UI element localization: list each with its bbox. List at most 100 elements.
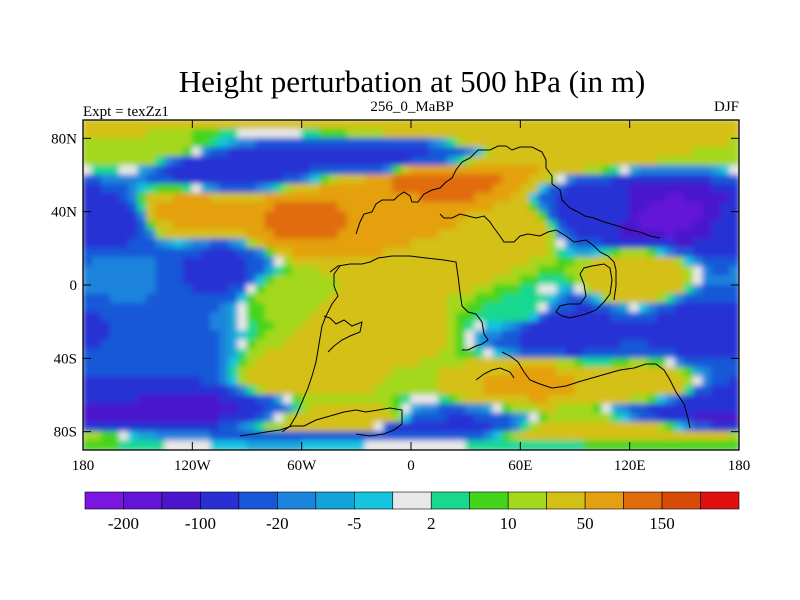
field-cell: [620, 422, 631, 433]
field-cell: [219, 238, 230, 249]
field-cell: [556, 275, 567, 286]
field-cell: [401, 220, 412, 231]
field-cell: [519, 348, 530, 359]
field-cell: [702, 174, 713, 185]
field-cell: [465, 192, 476, 203]
field-cell: [200, 412, 212, 423]
field-cell: [683, 174, 694, 185]
field-cell: [419, 321, 430, 332]
field-cell: [674, 302, 685, 313]
field-cell: [401, 275, 412, 286]
field-cell: [692, 348, 704, 359]
field-cell: [501, 330, 512, 341]
field-cell: [346, 137, 357, 148]
field-cell: [592, 120, 603, 130]
field-cell: [319, 120, 330, 130]
field-cell: [638, 128, 649, 139]
field-cell: [601, 302, 612, 313]
field-cell: [474, 238, 485, 249]
field-cell: [419, 211, 430, 222]
field-cell: [574, 202, 585, 213]
field-cell: [319, 220, 330, 231]
field-cell: [155, 275, 166, 286]
field-cell: [246, 367, 257, 378]
field-cell: [200, 357, 212, 368]
field-cell: [237, 440, 248, 450]
field-cell: [319, 293, 330, 304]
field-cell: [83, 412, 93, 423]
field-cell: [711, 293, 722, 304]
field-cell: [146, 120, 157, 130]
field-cell: [437, 257, 448, 268]
field-cell: [483, 229, 494, 240]
field-cell: [118, 293, 130, 304]
field-cell: [711, 220, 722, 231]
field-cell: [501, 321, 512, 332]
field-cell: [437, 156, 448, 167]
field-cell: [292, 120, 303, 130]
field-cell: [137, 275, 148, 286]
field-cell: [392, 367, 403, 378]
field-cell: [519, 275, 530, 286]
field-cell: [629, 431, 640, 442]
field-cell: [528, 422, 540, 433]
field-cell: [492, 284, 503, 295]
field-cell: [273, 137, 284, 148]
field-cell: [474, 147, 485, 158]
field-cell: [711, 165, 722, 176]
field-cell: [446, 348, 458, 359]
field-cell: [319, 348, 330, 359]
field-cell: [665, 440, 676, 450]
field-cell: [191, 137, 202, 148]
field-cell: [620, 403, 631, 414]
field-cell: [419, 412, 430, 423]
field-cell: [355, 284, 366, 295]
field-cell: [401, 357, 412, 368]
field-cell: [711, 357, 722, 368]
field-cell: [364, 137, 376, 148]
field-cell: [683, 284, 694, 295]
field-cell: [273, 394, 284, 405]
field-cell: [182, 385, 193, 396]
field-cell: [620, 293, 631, 304]
field-cell: [674, 238, 685, 249]
field-cell: [665, 321, 676, 332]
field-cell: [538, 147, 549, 158]
field-cell: [665, 183, 676, 194]
field-cell: [182, 293, 193, 304]
field-cell: [109, 202, 120, 213]
field-cell: [137, 266, 148, 277]
field-cell: [128, 367, 139, 378]
field-cell: [501, 192, 512, 203]
field-cell: [419, 376, 430, 387]
field-cell: [100, 137, 111, 148]
field-cell: [237, 312, 248, 323]
field-cell: [246, 412, 257, 423]
field-cell: [355, 266, 366, 277]
field-cell: [164, 220, 175, 231]
field-cell: [91, 238, 102, 249]
field-cell: [638, 357, 649, 368]
field-cell: [510, 202, 521, 213]
field-cell: [465, 339, 476, 350]
field-cell: [273, 147, 284, 158]
field-cell: [547, 385, 558, 396]
field-cell: [246, 376, 257, 387]
field-cell: [592, 339, 603, 350]
field-cell: [547, 128, 558, 139]
field-cell: [629, 147, 640, 158]
field-cell: [610, 431, 622, 442]
field-cell: [492, 156, 503, 167]
field-cell: [237, 422, 248, 433]
field-cell: [374, 403, 385, 414]
field-cell: [565, 385, 576, 396]
field-cell: [492, 376, 503, 387]
field-cell: [692, 238, 704, 249]
field-cell: [273, 156, 284, 167]
field-cell: [255, 376, 266, 387]
field-cell: [483, 183, 494, 194]
field-cell: [474, 220, 485, 231]
field-cell: [191, 229, 202, 240]
field-cell: [446, 229, 458, 240]
field-cell: [510, 220, 521, 231]
